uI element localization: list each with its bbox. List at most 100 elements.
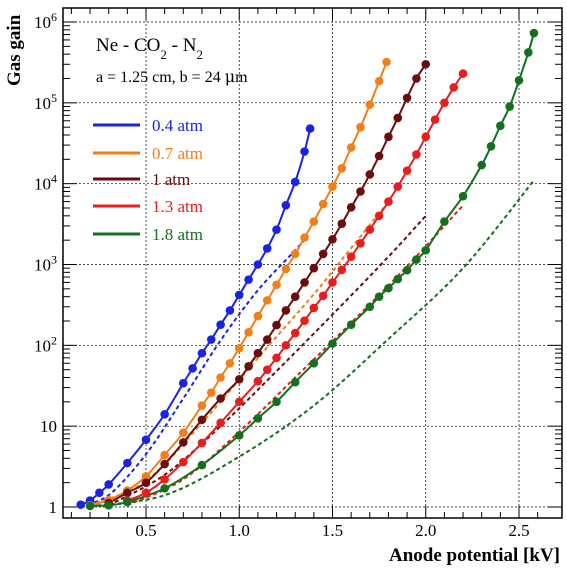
data-point	[412, 150, 421, 159]
data-point	[449, 83, 459, 92]
geometry-annotation: a = 1.25 cm, b = 24 μm	[96, 67, 248, 86]
data-point	[328, 182, 337, 191]
data-point	[160, 450, 169, 460]
data-point	[402, 265, 412, 275]
data-point	[318, 291, 328, 301]
data-point	[458, 69, 468, 78]
data-point	[300, 278, 309, 287]
data-point	[356, 187, 365, 196]
data-point	[384, 197, 393, 206]
data-point	[225, 306, 235, 315]
data-point	[123, 458, 132, 468]
data-point	[272, 225, 281, 234]
data-point	[253, 311, 263, 321]
data-point	[197, 348, 207, 358]
data-point	[382, 57, 391, 67]
data-point	[328, 234, 337, 244]
data-point	[440, 98, 449, 108]
data-point	[244, 362, 253, 371]
data-point	[393, 113, 403, 123]
data-point	[179, 428, 188, 438]
data-point	[356, 238, 365, 248]
data-point	[123, 488, 132, 498]
data-point	[346, 252, 356, 261]
data-point	[272, 320, 281, 330]
data-point	[290, 177, 300, 187]
data-point	[95, 488, 104, 498]
legend-label: 1.3 atm	[152, 197, 203, 216]
data-point	[225, 358, 235, 368]
data-point	[272, 397, 281, 407]
data-point	[290, 249, 300, 259]
data-point	[272, 280, 281, 290]
data-point	[486, 141, 496, 151]
data-point	[402, 93, 412, 103]
data-point	[281, 306, 291, 315]
data-point	[188, 363, 197, 373]
data-point	[384, 283, 393, 293]
data-point	[141, 488, 151, 498]
data-point	[123, 497, 132, 507]
data-point	[253, 348, 263, 358]
data-point	[496, 121, 505, 131]
data-point	[365, 170, 375, 179]
data-point	[309, 303, 319, 313]
data-points	[76, 28, 539, 511]
data-point	[412, 74, 421, 83]
data-point	[253, 376, 263, 386]
data-point	[234, 431, 244, 440]
legend-label: 1 atm	[152, 170, 190, 189]
data-point	[141, 478, 151, 487]
data-point	[85, 501, 95, 511]
data-point	[262, 244, 272, 253]
data-point	[412, 255, 421, 264]
data-point	[76, 500, 86, 509]
x-axis-title: Anode potential [kV]	[389, 545, 560, 566]
axis-ticks	[63, 8, 562, 518]
data-point	[365, 225, 375, 234]
data-point	[356, 122, 365, 132]
data-point	[179, 438, 188, 447]
data-point	[346, 203, 356, 212]
data-point	[244, 327, 253, 337]
data-point	[197, 415, 207, 425]
data-point	[402, 166, 412, 175]
data-point	[160, 410, 169, 419]
data-point	[374, 211, 384, 221]
y-tick-label: 105	[34, 91, 57, 113]
series-line	[108, 63, 427, 504]
data-point	[216, 418, 225, 428]
data-point	[262, 335, 272, 344]
data-point	[300, 233, 309, 242]
y-tick-label: 104	[34, 172, 57, 194]
model-curve	[108, 215, 427, 507]
data-point	[216, 320, 225, 329]
series-line	[80, 128, 312, 506]
data-point	[104, 500, 113, 510]
data-point	[281, 341, 291, 350]
data-point	[234, 290, 244, 300]
data-point	[393, 182, 403, 191]
data-point	[318, 249, 328, 259]
x-tick-label: 1.5	[322, 521, 343, 540]
x-tick-label: 0.5	[135, 521, 156, 540]
x-tick-label: 2.0	[415, 521, 436, 540]
data-point	[328, 278, 337, 287]
legend-label: 0.4 atm	[152, 116, 203, 135]
data-point	[300, 316, 309, 325]
data-point	[197, 460, 207, 470]
data-point	[309, 217, 319, 226]
data-point	[244, 275, 253, 284]
model-curve	[80, 234, 310, 507]
data-point	[393, 274, 403, 284]
data-point	[529, 28, 539, 38]
y-tick-label: 10	[40, 417, 57, 436]
data-point	[337, 265, 347, 275]
data-point	[337, 163, 347, 173]
data-point	[160, 475, 169, 484]
data-point	[421, 59, 431, 69]
data-point	[365, 302, 375, 312]
data-point	[262, 365, 272, 374]
model-curve	[89, 203, 388, 507]
y-tick-label: 106	[34, 10, 57, 32]
